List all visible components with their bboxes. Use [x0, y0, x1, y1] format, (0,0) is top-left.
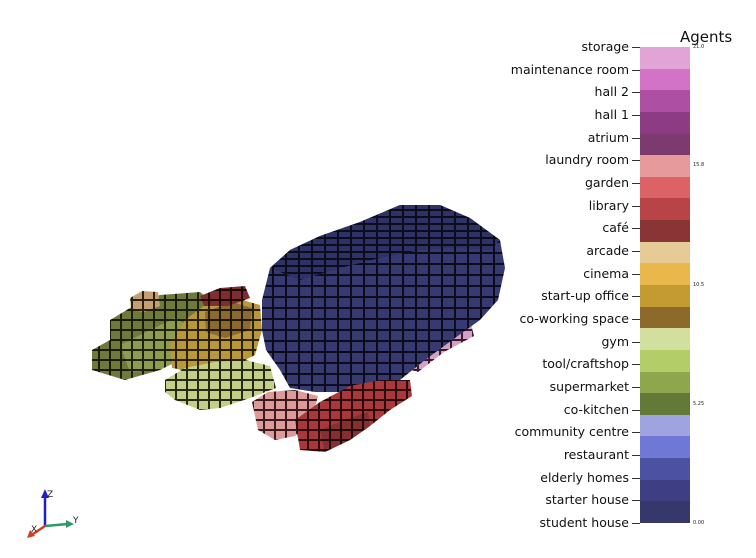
legend-tick: [632, 69, 640, 71]
legend-label: co-kitchen: [563, 401, 629, 417]
legend-tick: [632, 205, 640, 207]
legend-label: restaurant: [563, 447, 629, 462]
legend-tick: [632, 228, 640, 230]
legend-tick: [632, 273, 640, 275]
legend-swatch: [640, 436, 690, 459]
legend-tick: [632, 500, 640, 502]
legend-swatch: [640, 198, 690, 221]
legend-title: Agents: [680, 28, 733, 46]
legend-label: community centre: [514, 424, 629, 440]
legend-swatch: [640, 306, 690, 329]
legend-label: café: [602, 220, 629, 236]
legend-swatch: [640, 133, 690, 156]
arcade-cluster: [130, 291, 160, 312]
legend-tick: [632, 251, 640, 252]
legend-scale-label: 21.0: [693, 44, 705, 50]
legend-label: cinema: [583, 265, 629, 281]
legend-label: storage: [581, 39, 630, 54]
legend-swatch: [640, 155, 690, 178]
legend-tick: [632, 115, 640, 116]
legend-scale-label: 15.8: [693, 161, 705, 168]
legend-tick: [632, 296, 640, 298]
legend-label: tool/craftshop: [542, 356, 629, 372]
legend-swatch: [640, 111, 690, 135]
legend-tick: [632, 523, 640, 524]
tool-craftshop-cluster: [165, 360, 276, 410]
legend-label: maintenance room: [510, 61, 629, 77]
legend-swatch: [640, 458, 690, 481]
legend-swatch: [640, 47, 690, 70]
legend-label: elderly homes: [540, 469, 629, 485]
legend-label: supermarket: [549, 379, 629, 394]
legend-tick: [632, 455, 640, 456]
legend-tick: [632, 183, 640, 184]
legend-label: start-up office: [541, 288, 629, 304]
legend-swatch: [640, 90, 690, 113]
legend-swatch: [640, 68, 690, 91]
legend-tick: [632, 137, 640, 139]
legend-label: hall 2: [594, 84, 629, 100]
co-working-cluster: [205, 302, 252, 338]
student-house-cluster-top: [270, 205, 500, 280]
legend-swatch: [640, 241, 690, 264]
legend-label: gym: [601, 333, 629, 349]
legend-swatch: [640, 414, 690, 437]
legend-color-bar: [640, 47, 690, 524]
legend-label: hall 1: [594, 107, 629, 122]
legend-label: atrium: [587, 129, 629, 145]
legend-label: student house: [539, 515, 629, 530]
legend-swatch: [640, 220, 690, 243]
legend-scale-label: 0.00: [693, 520, 705, 526]
legend-tick: [632, 47, 640, 48]
legend-tick: [632, 92, 640, 94]
legend-swatch: [640, 501, 690, 524]
legend-label: co-working space: [519, 311, 630, 326]
legend-tick: [632, 160, 640, 162]
legend-swatch: [640, 176, 690, 199]
legend-tick: [632, 341, 640, 343]
legend-tick: [632, 387, 640, 388]
legend-tick: [632, 477, 640, 479]
legend-label: garden: [584, 175, 629, 190]
legend-tick: [632, 319, 640, 320]
legend-swatch: [640, 285, 690, 308]
cafe-cluster-top: [200, 286, 250, 306]
legend-scale-label: 10.5: [693, 282, 705, 288]
axes-triad: Z Y X: [27, 489, 79, 538]
legend-tick: [632, 409, 640, 411]
legend-swatch: [640, 371, 690, 394]
legend-swatch: [640, 263, 690, 286]
axis-x-label: X: [31, 525, 37, 535]
legend-scale-label: 5.25: [693, 401, 705, 407]
legend-swatch: [640, 349, 690, 373]
legend-swatch: [640, 393, 690, 416]
axis-z-label: Z: [47, 490, 53, 500]
legend-label: arcade: [586, 243, 629, 258]
legend-tick: [632, 364, 640, 366]
legend-swatch: [640, 328, 690, 351]
axis-y-label: Y: [72, 516, 79, 526]
library-cluster-shade: [320, 412, 370, 452]
legend-tick: [632, 432, 640, 434]
legend-label: starter house: [545, 492, 629, 508]
legend-label: laundry room: [545, 152, 629, 168]
legend-swatch: [640, 479, 690, 502]
legend-label: library: [588, 197, 629, 213]
